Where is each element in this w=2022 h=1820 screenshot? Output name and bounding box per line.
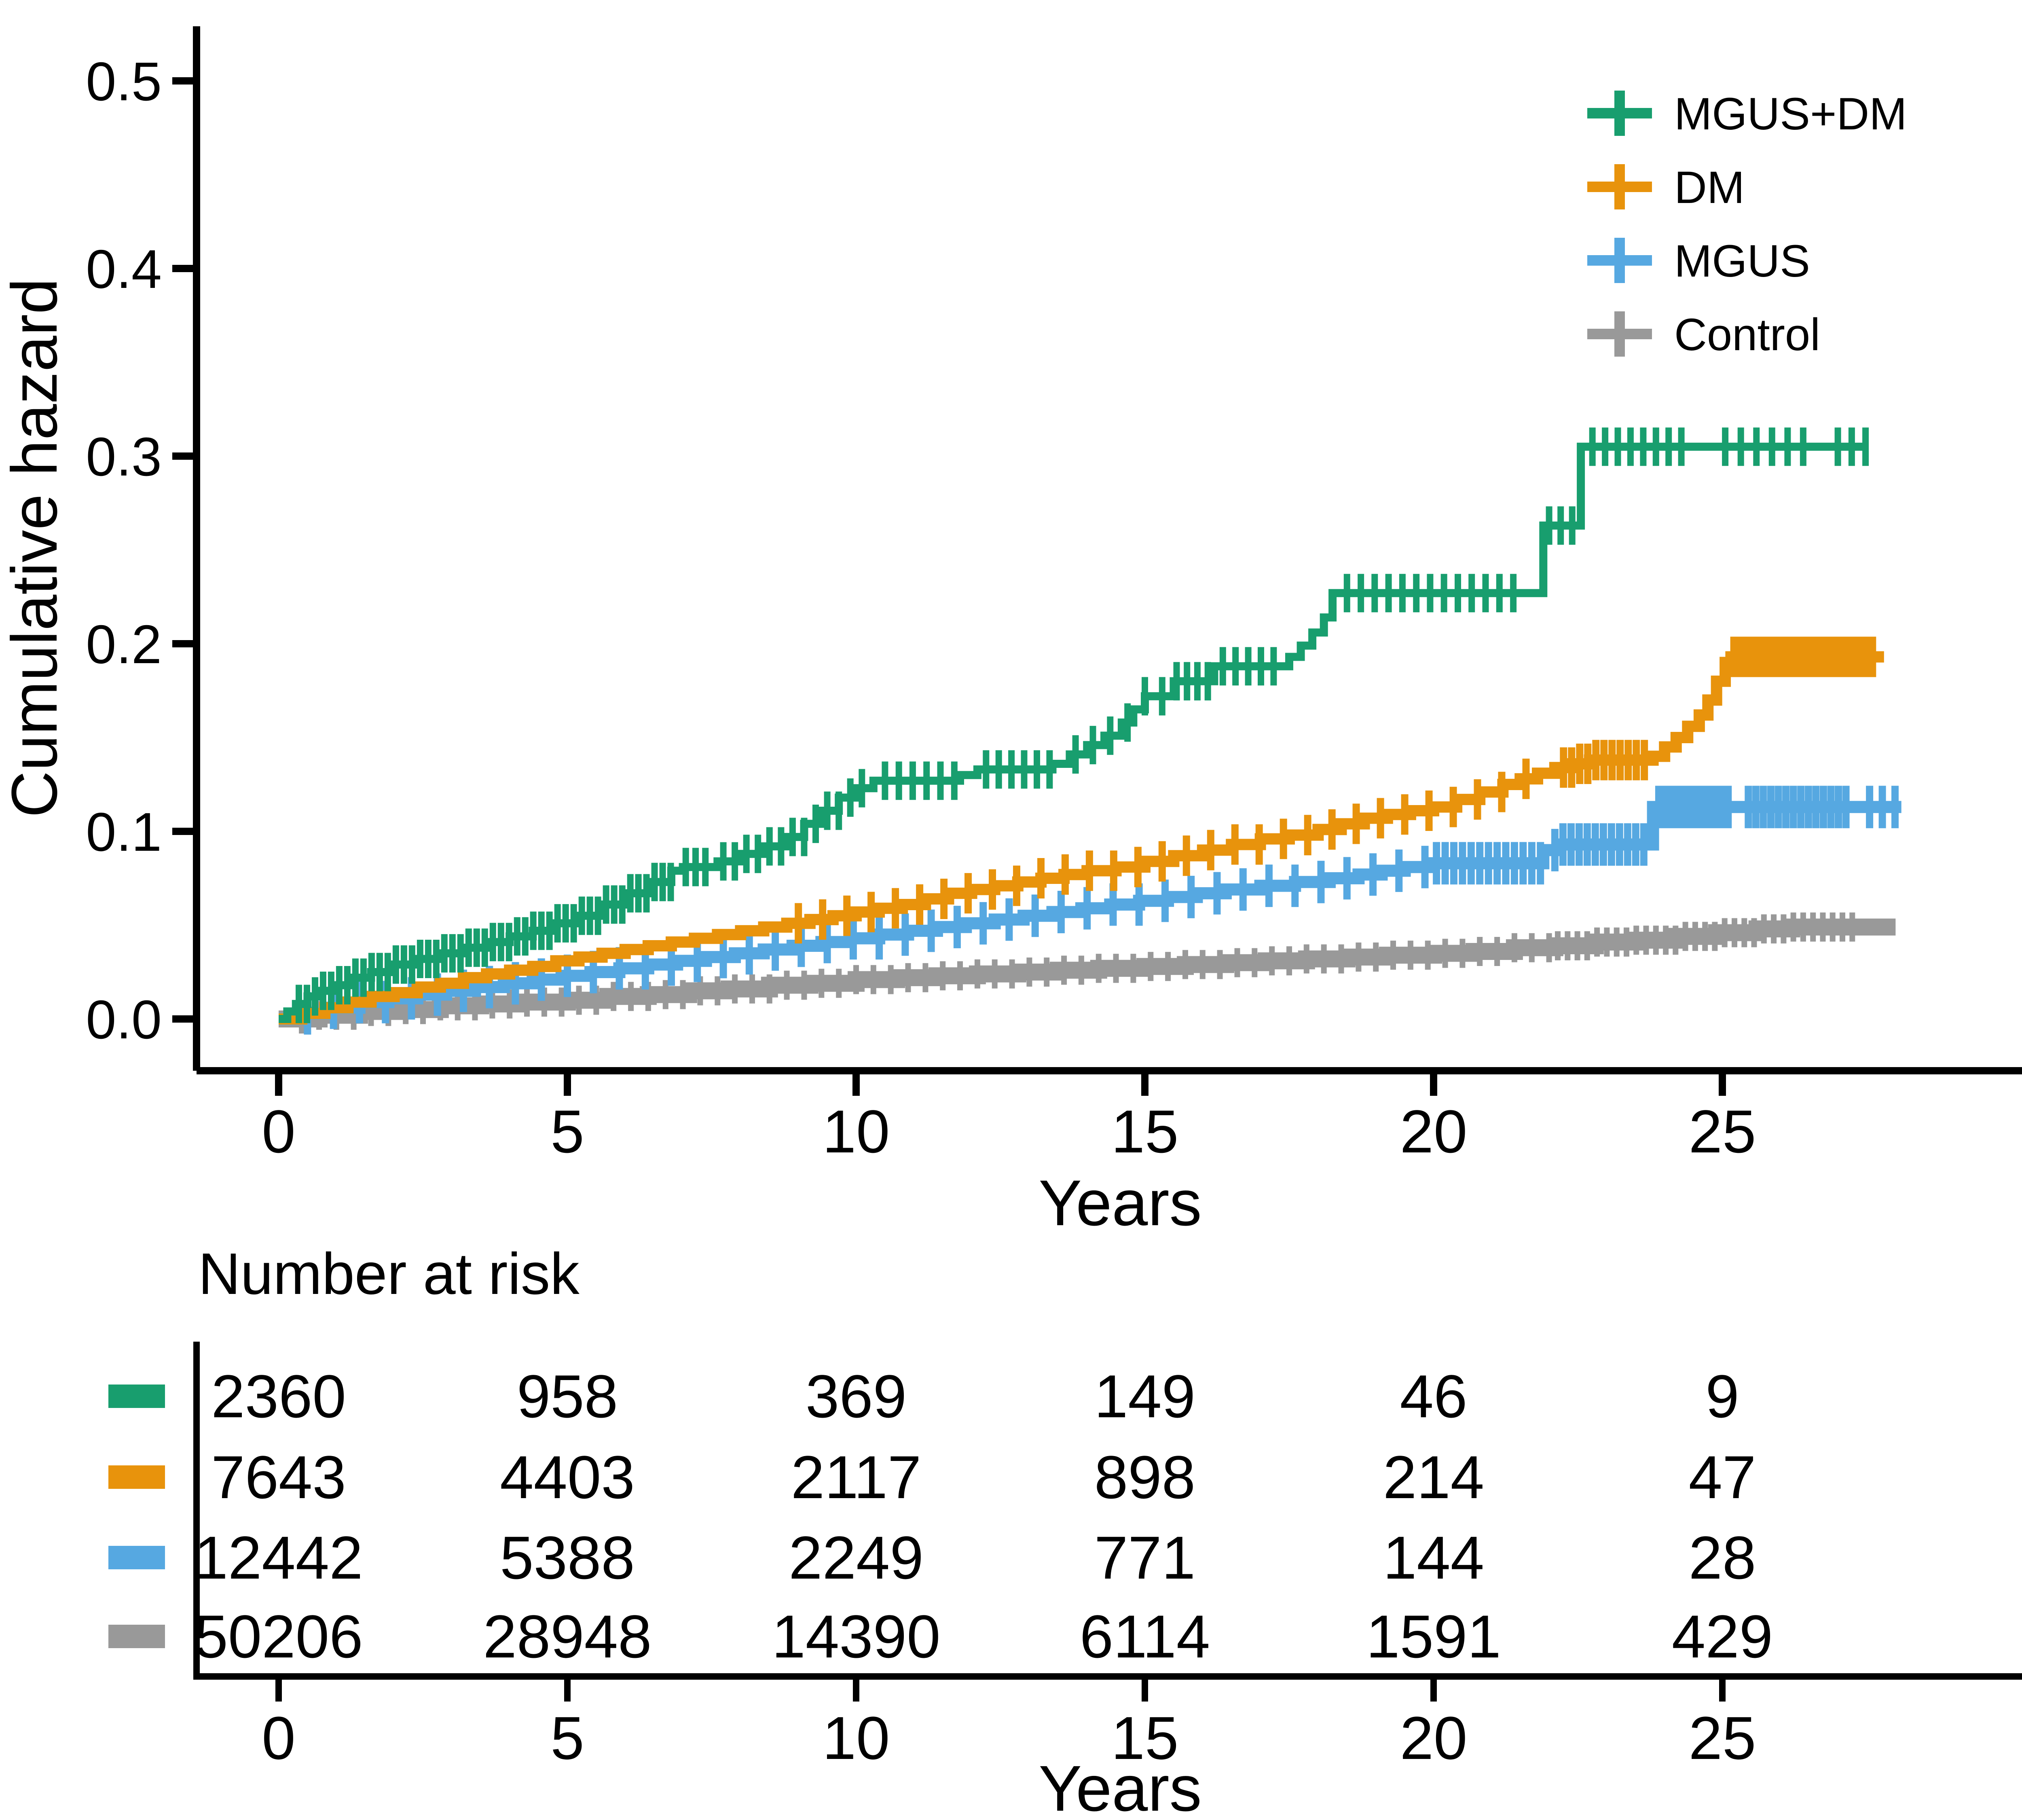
legend-label-DM: DM: [1674, 162, 1745, 213]
risk-table-title: Number at risk: [198, 1241, 580, 1306]
risk-count-MGUS-10: 2249: [789, 1524, 924, 1592]
risk-count-MGUS-0: 12442: [194, 1524, 363, 1592]
x-tick-label: 0: [262, 1097, 295, 1165]
risk-row-swatch-MGUS+DM: [108, 1385, 165, 1408]
y-tick-label: 0.4: [86, 239, 162, 300]
risk-count-MGUS-25: 28: [1689, 1524, 1756, 1592]
x-tick-label: 15: [1111, 1097, 1179, 1165]
risk-count-Control-15: 6114: [1080, 1602, 1210, 1670]
risk-x-axis-title: Years: [1038, 1752, 1201, 1820]
risk-count-MGUS+DM-15: 149: [1094, 1362, 1195, 1430]
risk-count-MGUS+DM-25: 9: [1705, 1362, 1739, 1430]
y-tick-label: 0.1: [86, 801, 162, 862]
legend-label-MGUS: MGUS: [1674, 236, 1810, 286]
risk-x-tick-label: 15: [1111, 1704, 1179, 1772]
risk-count-DM-10: 2117: [791, 1443, 922, 1511]
y-tick-label: 0.0: [86, 989, 162, 1050]
risk-count-MGUS-5: 5388: [500, 1524, 635, 1592]
risk-row-swatch-DM: [108, 1465, 165, 1489]
risk-count-MGUS-15: 771: [1094, 1524, 1195, 1592]
risk-count-MGUS+DM-20: 46: [1400, 1362, 1468, 1430]
x-tick-label: 20: [1400, 1097, 1468, 1165]
censor-ticks-MGUS+DM: [296, 427, 1869, 1023]
risk-count-MGUS+DM-5: 958: [517, 1362, 618, 1430]
risk-x-tick-label: 25: [1689, 1704, 1756, 1772]
risk-x-tick-label: 10: [823, 1704, 890, 1772]
risk-x-tick-label: 20: [1400, 1704, 1468, 1772]
risk-x-tick-label: 0: [262, 1704, 295, 1772]
risk-count-DM-0: 7643: [211, 1443, 346, 1511]
risk-count-DM-15: 898: [1094, 1443, 1195, 1511]
risk-count-MGUS-20: 144: [1383, 1524, 1484, 1592]
y-tick-label: 0.2: [86, 614, 162, 675]
risk-count-DM-5: 4403: [500, 1443, 635, 1511]
risk-x-tick-label: 5: [550, 1704, 584, 1772]
risk-count-Control-10: 14390: [772, 1602, 940, 1670]
risk-count-DM-20: 214: [1383, 1443, 1484, 1511]
censor-ticks-DM: [795, 636, 1876, 944]
x-tick-label: 25: [1689, 1097, 1756, 1165]
risk-count-Control-5: 28948: [483, 1602, 651, 1670]
risk-row-swatch-MGUS: [108, 1546, 165, 1569]
x-tick-label: 10: [823, 1097, 890, 1165]
risk-count-Control-0: 50206: [194, 1602, 363, 1670]
risk-count-DM-25: 47: [1689, 1443, 1756, 1511]
risk-count-MGUS+DM-0: 2360: [211, 1362, 346, 1430]
risk-count-MGUS+DM-10: 369: [806, 1362, 907, 1430]
x-axis-title: Years: [1038, 1167, 1201, 1239]
risk-count-Control-25: 429: [1672, 1602, 1773, 1670]
y-axis-title: Cumulative hazard: [0, 278, 70, 818]
legend-label-MGUS+DM: MGUS+DM: [1674, 89, 1907, 139]
y-tick-label: 0.3: [86, 426, 162, 487]
x-tick-label: 5: [550, 1097, 584, 1165]
risk-count-Control-20: 1591: [1366, 1602, 1501, 1670]
risk-row-swatch-Control: [108, 1625, 165, 1648]
legend-label-Control: Control: [1674, 309, 1820, 360]
y-tick-label: 0.5: [86, 51, 162, 112]
